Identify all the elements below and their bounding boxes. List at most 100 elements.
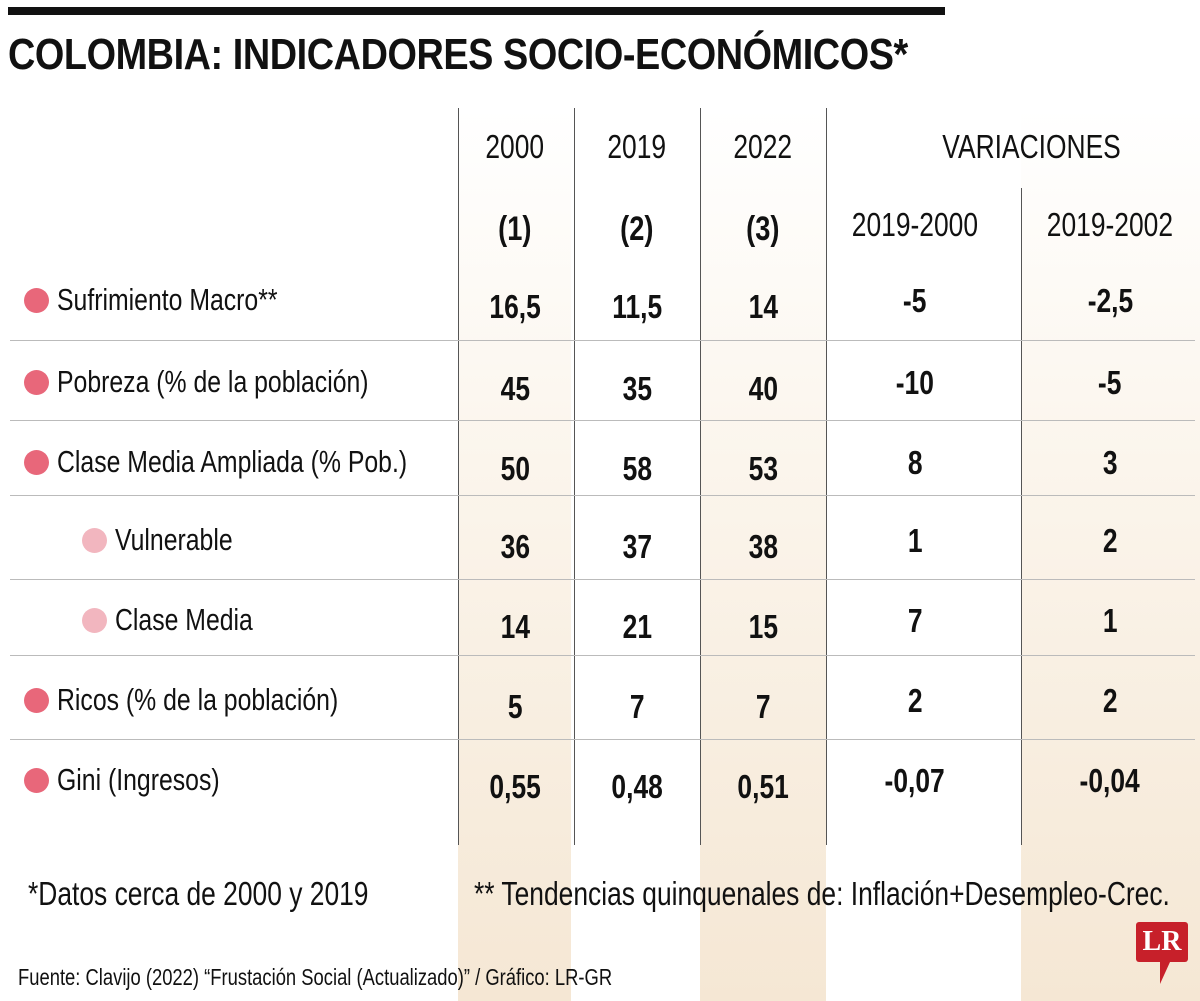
table-cell-value: 5 xyxy=(415,688,615,726)
row-divider xyxy=(10,655,1195,656)
table-cell-value: 45 xyxy=(415,370,615,408)
table-cell-value: 7 xyxy=(663,688,863,726)
table-cell-value-text: 40 xyxy=(748,370,778,407)
table-cell-value-text: 11,5 xyxy=(612,288,662,325)
column-divider xyxy=(700,108,701,845)
table-cell-value: 35 xyxy=(537,370,737,408)
table-cell-value-text: 2 xyxy=(907,682,923,719)
table-cell-value: -5 xyxy=(1010,364,1200,402)
table-cell-value: 14 xyxy=(663,288,863,326)
table-cell-value-text: 1 xyxy=(1102,602,1118,639)
shade-column-2000 xyxy=(458,108,571,1001)
table-cell-value-text: -0,04 xyxy=(1079,762,1141,799)
table-cell-value: 7 xyxy=(537,688,737,726)
table-cell-value: 0,55 xyxy=(415,768,615,806)
bullet-dot xyxy=(24,768,49,793)
column-header-variaciones: VARIACIONES xyxy=(920,128,1120,166)
sub-header-text: (2) xyxy=(620,210,654,248)
table-cell-value-text: 7 xyxy=(629,688,645,725)
bullet-dot xyxy=(24,688,49,713)
row-label: Ricos (% de la población) xyxy=(57,682,339,717)
table-cell-value-text: 1 xyxy=(907,522,923,559)
row-label: Sufrimiento Macro** xyxy=(57,282,278,317)
top-rule xyxy=(8,7,945,15)
sub-header-text: (3) xyxy=(746,210,780,248)
table-cell-value: 1 xyxy=(1010,602,1200,640)
footnote-2: ** Tendencias quinquenales de: Inflación… xyxy=(474,875,1170,912)
source-note: Fuente: Clavijo (2022) “Frustación Socia… xyxy=(18,964,613,990)
table-cell-value-text: 2 xyxy=(1102,522,1118,559)
column-header-text: 2022 xyxy=(733,128,793,165)
column-divider xyxy=(574,108,575,845)
table-cell-value-text: -2,5 xyxy=(1087,282,1133,319)
table-cell-value: 14 xyxy=(415,608,615,646)
table-cell-value: 16,5 xyxy=(415,288,615,326)
table-cell-value: 2 xyxy=(1010,682,1200,720)
row-label: Clase Media xyxy=(115,602,253,637)
table-cell-value-text: 5 xyxy=(507,688,523,725)
table-cell-value-text: 45 xyxy=(500,370,530,407)
sub-header: 2019-2000 xyxy=(815,206,1015,244)
shade-column-2022 xyxy=(700,108,826,1001)
table-cell-value-text: 0,51 xyxy=(737,768,789,805)
table-cell-value: 38 xyxy=(663,528,863,566)
row-label: Pobreza (% de la población) xyxy=(57,364,369,399)
table-cell-value-text: 0,55 xyxy=(489,768,541,805)
table-cell-value: 7 xyxy=(815,602,1015,640)
table-cell-value: 0,48 xyxy=(537,768,737,806)
table-cell-value: 3 xyxy=(1010,444,1200,482)
row-label: Clase Media Ampliada (% Pob.) xyxy=(57,444,408,479)
table-cell-value: 36 xyxy=(415,528,615,566)
table-cell-value-text: 8 xyxy=(907,444,923,481)
row-divider xyxy=(10,579,1195,580)
column-header-text: 2019 xyxy=(607,128,667,165)
table-cell-value-text: -5 xyxy=(903,282,927,319)
column-header: 2019 xyxy=(537,128,737,166)
table-cell-value-text: 37 xyxy=(622,528,652,565)
table-cell-value: 8 xyxy=(815,444,1015,482)
table-cell-value: 1 xyxy=(815,522,1015,560)
row-label: Vulnerable xyxy=(115,522,233,557)
table-cell-value-text: 2 xyxy=(1102,682,1118,719)
table-cell-value-text: 21 xyxy=(622,608,652,645)
bullet-dot xyxy=(24,450,49,475)
table-cell-value: 58 xyxy=(537,450,737,488)
table-cell-value-text: 16,5 xyxy=(489,288,541,325)
lr-logo: LR xyxy=(1136,922,1188,962)
row-divider xyxy=(10,340,1195,341)
row-label: Gini (Ingresos) xyxy=(57,762,220,797)
table-cell-value: -0,07 xyxy=(815,762,1015,800)
sub-header-text: (1) xyxy=(498,210,532,248)
column-header-text: 2000 xyxy=(485,128,545,165)
table-cell-value-text: 7 xyxy=(907,602,923,639)
table-cell-value: 0,51 xyxy=(663,768,863,806)
table-cell-value-text: 14 xyxy=(500,608,530,645)
page-title: COLOMBIA: INDICADORES SOCIO-ECONÓMICOS* xyxy=(8,30,908,79)
table-cell-value: 15 xyxy=(663,608,863,646)
table-cell-value: -2,5 xyxy=(1010,282,1200,320)
table-cell-value: 2 xyxy=(815,682,1015,720)
table-cell-value-text: -0,07 xyxy=(884,762,946,799)
table-cell-value: 21 xyxy=(537,608,737,646)
table-cell-value-text: 36 xyxy=(500,528,530,565)
table-cell-value: 40 xyxy=(663,370,863,408)
bullet-dot xyxy=(82,528,107,553)
table-cell-value: 11,5 xyxy=(537,288,737,326)
column-header: 2022 xyxy=(663,128,863,166)
table-cell-value-text: 14 xyxy=(748,288,778,325)
table-cell-value-text: 0,48 xyxy=(611,768,663,805)
sub-header: (3) xyxy=(663,210,863,249)
column-divider xyxy=(458,108,459,845)
row-divider xyxy=(10,739,1195,740)
footnote-1: *Datos cerca de 2000 y 2019 xyxy=(28,875,369,912)
table-cell-value: 2 xyxy=(1010,522,1200,560)
table-cell-value-text: 50 xyxy=(500,450,530,487)
table-cell-value-text: 7 xyxy=(755,688,771,725)
table-cell-value-text: 35 xyxy=(622,370,652,407)
table-cell-value: 50 xyxy=(415,450,615,488)
table-cell-value: 53 xyxy=(663,450,863,488)
sub-header: 2019-2002 xyxy=(1010,206,1200,244)
row-divider xyxy=(10,420,1195,421)
table-cell-value-text: 53 xyxy=(748,450,778,487)
column-divider xyxy=(826,108,827,845)
